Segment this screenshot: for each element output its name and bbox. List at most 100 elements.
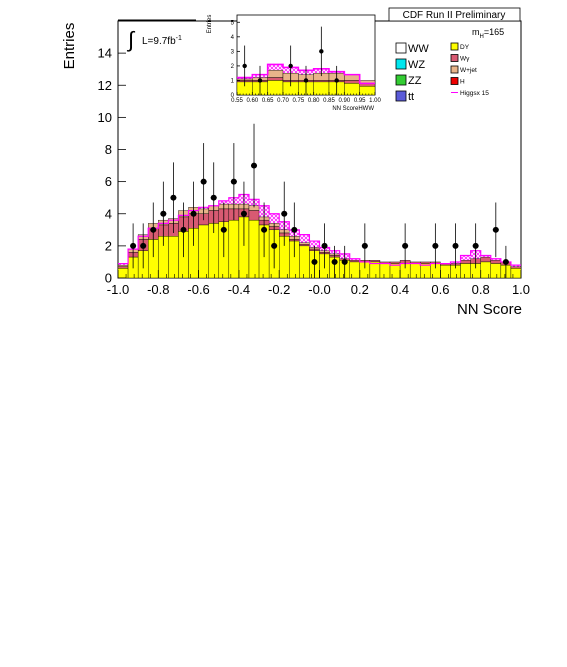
main-plot-axes: -1.0 -0.8 -0.6 -0.4 -0.2 -0.0 0.2 0.4 0.6 0.8 1.00… xyxy=(98,46,531,297)
x-tick-label: 0.2 xyxy=(351,282,369,297)
wgamma-bar xyxy=(480,256,491,263)
data-point xyxy=(402,242,409,249)
data-point xyxy=(291,226,298,233)
dy-bar xyxy=(440,264,451,279)
x-tick-label: -0.6 xyxy=(187,282,209,297)
main-title: CDF Run II Preliminary xyxy=(403,10,506,21)
y-tick-label: 14 xyxy=(98,46,112,61)
signal-line xyxy=(118,193,521,266)
x-tick-label: 0.95 xyxy=(354,98,366,104)
x-tick-label: -0.2 xyxy=(268,282,290,297)
legend: WW WZ ZZ tt DY Wγ W+jet H Higgsx 15 xyxy=(392,38,502,104)
dy-bar xyxy=(480,261,491,279)
x-tick-label: 0.80 xyxy=(308,98,320,104)
signal-hatch-bar xyxy=(510,265,521,267)
wgamma-bar xyxy=(369,260,381,263)
data-point xyxy=(261,226,268,233)
data-point xyxy=(242,63,247,69)
x-tick-label: 0.6 xyxy=(431,282,449,297)
data-point xyxy=(140,242,147,249)
wgamma-bar xyxy=(299,244,310,247)
inset-y-label: Entries xyxy=(207,15,213,34)
signal-hatch-bar xyxy=(267,64,283,71)
y-tick-label: 6 xyxy=(105,174,112,189)
mass-label: mH=165 xyxy=(472,27,504,40)
signal-hatch-bar xyxy=(460,255,471,261)
y-tick-label: 0 xyxy=(231,93,235,99)
legend-label: Wγ xyxy=(460,56,470,63)
legend-swatch xyxy=(450,54,459,62)
data-point xyxy=(341,258,348,265)
dy-bar xyxy=(344,83,360,96)
signal-hatch-bar xyxy=(118,263,129,266)
y-tick-label: 4 xyxy=(105,206,112,221)
dy-bar xyxy=(248,219,260,279)
title-box xyxy=(388,7,521,22)
legend-label: W+jet xyxy=(460,67,477,74)
signal-hatch-bar xyxy=(269,213,280,224)
x-tick-label: 0.60 xyxy=(246,98,258,104)
dy-bar xyxy=(313,81,330,96)
x-tick-label: 0.4 xyxy=(391,282,409,297)
x-tick-label: 0.65 xyxy=(262,98,274,104)
dy-bar xyxy=(379,263,391,279)
signal-hatch-bar xyxy=(490,258,501,261)
wgamma-bar xyxy=(420,261,431,264)
dy-bar xyxy=(228,219,240,279)
data-point xyxy=(472,242,479,249)
legend-swatch xyxy=(450,42,459,51)
y-tick-label: 8 xyxy=(105,142,112,157)
inset-plot-axes: 0.55 0.60 0.65 0.70 0.75 0.80 0.85 0.90 0.95 1.00… xyxy=(231,20,382,104)
y-tick-label: 5 xyxy=(231,20,235,26)
y-tick-label: 1 xyxy=(231,79,235,85)
data-point xyxy=(492,226,499,233)
x-tick-label: 0.70 xyxy=(277,98,289,104)
wgamma-bar xyxy=(389,261,401,264)
x-tick-label: -0.0 xyxy=(308,282,330,297)
signal-hatch-bar xyxy=(309,241,320,248)
legend-swatch xyxy=(395,58,407,70)
data-point xyxy=(288,63,293,69)
dy-bar xyxy=(168,236,179,279)
signal-hatch-bar xyxy=(299,234,310,243)
legend-swatch xyxy=(395,42,407,54)
wjet-bar xyxy=(299,242,310,245)
x-tick-label: 1.00 xyxy=(369,98,381,104)
signal-hatch-bar xyxy=(218,200,229,205)
wjet-bar xyxy=(267,70,284,78)
legend-label: ZZ xyxy=(408,75,422,87)
data-point xyxy=(271,242,278,249)
inset-x-label: NN ScoreHWW xyxy=(332,106,374,112)
data-point xyxy=(180,226,187,233)
wgamma-bar xyxy=(460,260,471,264)
legend-swatch xyxy=(450,65,459,74)
x-tick-label: -1.0 xyxy=(107,282,129,297)
wgamma-bar xyxy=(313,80,330,83)
data-point xyxy=(334,78,339,83)
data-point xyxy=(210,194,217,201)
main-x-label: NN Score xyxy=(457,301,522,318)
data-point xyxy=(303,78,309,83)
data-point xyxy=(251,162,258,169)
data-point xyxy=(130,242,137,249)
wgamma-bar xyxy=(510,266,522,269)
wjet-bar xyxy=(344,74,360,81)
legend-swatch xyxy=(395,74,407,86)
data-point xyxy=(160,210,167,217)
data-point xyxy=(502,258,509,265)
legend-label: tt xyxy=(408,91,414,103)
x-tick-label: 0.8 xyxy=(472,282,490,297)
wgamma-bar xyxy=(490,260,502,264)
inset-plot-content xyxy=(236,26,376,96)
lumi-label: L=9.7fb-1 xyxy=(142,35,182,47)
wgamma-bar xyxy=(344,80,360,84)
data-point xyxy=(150,226,157,233)
wgamma-bar xyxy=(349,260,361,263)
data-point xyxy=(361,242,368,249)
signal-hatch-bar xyxy=(480,255,491,258)
wgamma-bar xyxy=(267,77,284,81)
x-tick-label: -0.8 xyxy=(147,282,169,297)
legend-label: H xyxy=(460,79,465,86)
y-tick-label: 4 xyxy=(231,35,235,41)
x-tick-label: 0.75 xyxy=(292,98,304,104)
